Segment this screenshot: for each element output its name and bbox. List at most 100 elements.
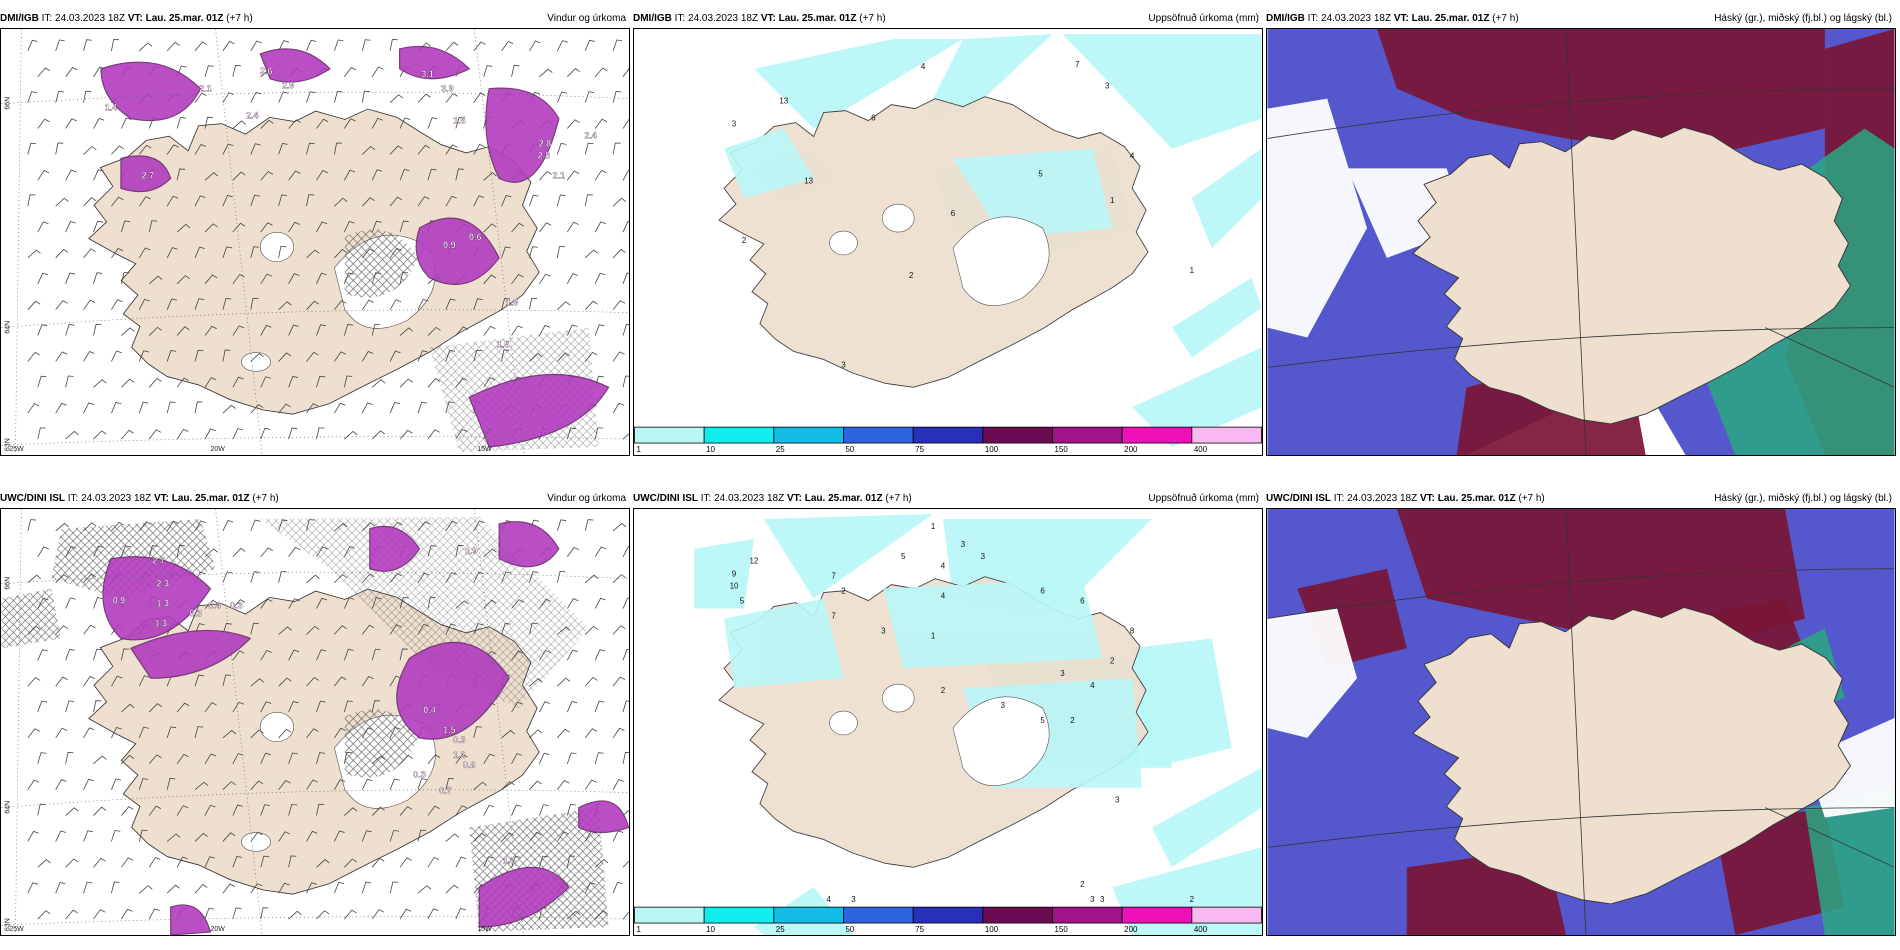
wind-barb (250, 622, 259, 635)
wind-barb (37, 752, 47, 764)
precip-total-label: 13 (804, 176, 813, 185)
wind-barb (27, 574, 42, 583)
wind-barb (27, 351, 40, 362)
wind-barb (334, 522, 348, 532)
wind-barb (473, 298, 483, 310)
wind-barb (204, 428, 216, 440)
wind-barb (427, 805, 440, 816)
wind-barb (343, 221, 355, 233)
wind-barb (37, 803, 46, 816)
precip-total-label: 3 (1001, 701, 1006, 710)
wind-barb (539, 273, 551, 285)
wind-barb (566, 598, 579, 609)
wind-barb (361, 778, 373, 790)
wind-barb (501, 298, 510, 310)
wind-barb (594, 546, 607, 557)
wind-barb (316, 170, 328, 181)
wind-barb (417, 572, 430, 583)
wind-barb (343, 700, 353, 713)
wind-barb (278, 91, 289, 103)
wind-barb (166, 520, 179, 532)
wind-barb (65, 272, 76, 284)
wind-barb (445, 195, 457, 207)
wind-barb (594, 752, 604, 764)
wind-barb (260, 547, 273, 558)
wind-barb (166, 884, 181, 894)
model-name: UWC/DINI ISL (1266, 493, 1331, 504)
precip-area (1152, 767, 1262, 868)
wind-barb (260, 171, 274, 181)
wind-barb (473, 349, 483, 362)
wind-barb (288, 910, 302, 920)
wind-barb (556, 91, 568, 103)
latitude-label: 64N (4, 321, 11, 334)
wind-barb (111, 881, 120, 894)
precip-total-label: 2 (909, 271, 914, 280)
wind-barb (250, 246, 260, 259)
meridian-line (15, 509, 22, 935)
colorbar-tick-label: 100 (985, 445, 999, 454)
wind-barb (556, 194, 566, 207)
wind-barb (138, 196, 151, 207)
wind-barb (37, 427, 46, 440)
wind-barb (194, 832, 208, 842)
wind-barb (121, 703, 135, 713)
graticule (1, 509, 629, 935)
wind-barb (111, 299, 123, 310)
wind-barb (316, 700, 326, 713)
wind-barb (65, 807, 79, 816)
precip-value-label: 1.3 (503, 855, 515, 865)
wind-barb (65, 858, 79, 868)
wind-barb (222, 404, 236, 414)
wind-barb (483, 223, 497, 233)
parallel-line (1, 571, 629, 584)
snow-hatch (344, 229, 419, 298)
wind-barb (121, 117, 132, 129)
wind-barb (204, 172, 219, 181)
wind-barb (316, 752, 326, 764)
wind-barb (194, 143, 207, 155)
wind-barb (417, 778, 427, 790)
wind-barb (417, 298, 429, 310)
wind-barb (121, 429, 134, 440)
wind-barb (222, 781, 236, 790)
wind-barb (37, 118, 50, 129)
wind-barb (65, 169, 77, 181)
precip-blob (485, 87, 560, 183)
wind-barb (204, 548, 219, 558)
wind-barb (333, 91, 343, 103)
glacier-vatnajokull (952, 696, 1050, 786)
precip-value-label: 0.6 (469, 232, 481, 242)
precip-value-label: 1.2 (453, 750, 465, 760)
wind-barb (194, 349, 204, 362)
precip-area (724, 598, 844, 689)
panel-title: Vindur og úrkoma (547, 13, 626, 24)
wind-barb (93, 648, 103, 661)
wind-barb (148, 220, 158, 233)
colorbar-tick-label: 100 (985, 925, 999, 934)
wind-barb (566, 700, 578, 713)
wind-barb (622, 221, 629, 233)
wind-barb (37, 221, 49, 233)
wind-barb (622, 272, 629, 284)
wind-barb (27, 677, 41, 687)
precip-value-label: 1.5 (453, 116, 465, 126)
wind-barb (371, 323, 381, 336)
wind-barb (427, 429, 440, 440)
latitude-label: 66N (4, 97, 11, 110)
wind-barb (288, 119, 301, 129)
wind-barb (399, 117, 411, 129)
wind-barb (556, 40, 568, 52)
wind-barb (222, 40, 235, 52)
wind-barb (260, 649, 272, 661)
glacier-langjokull (259, 712, 294, 742)
wind-barb (361, 522, 376, 532)
wind-barb (584, 779, 597, 790)
wind-barb (417, 144, 431, 155)
precip-area (1191, 148, 1262, 248)
latitude-label: 66N (4, 577, 11, 590)
wind-barb (389, 727, 401, 739)
precip-area (952, 148, 1113, 239)
meridian-line (15, 29, 22, 455)
